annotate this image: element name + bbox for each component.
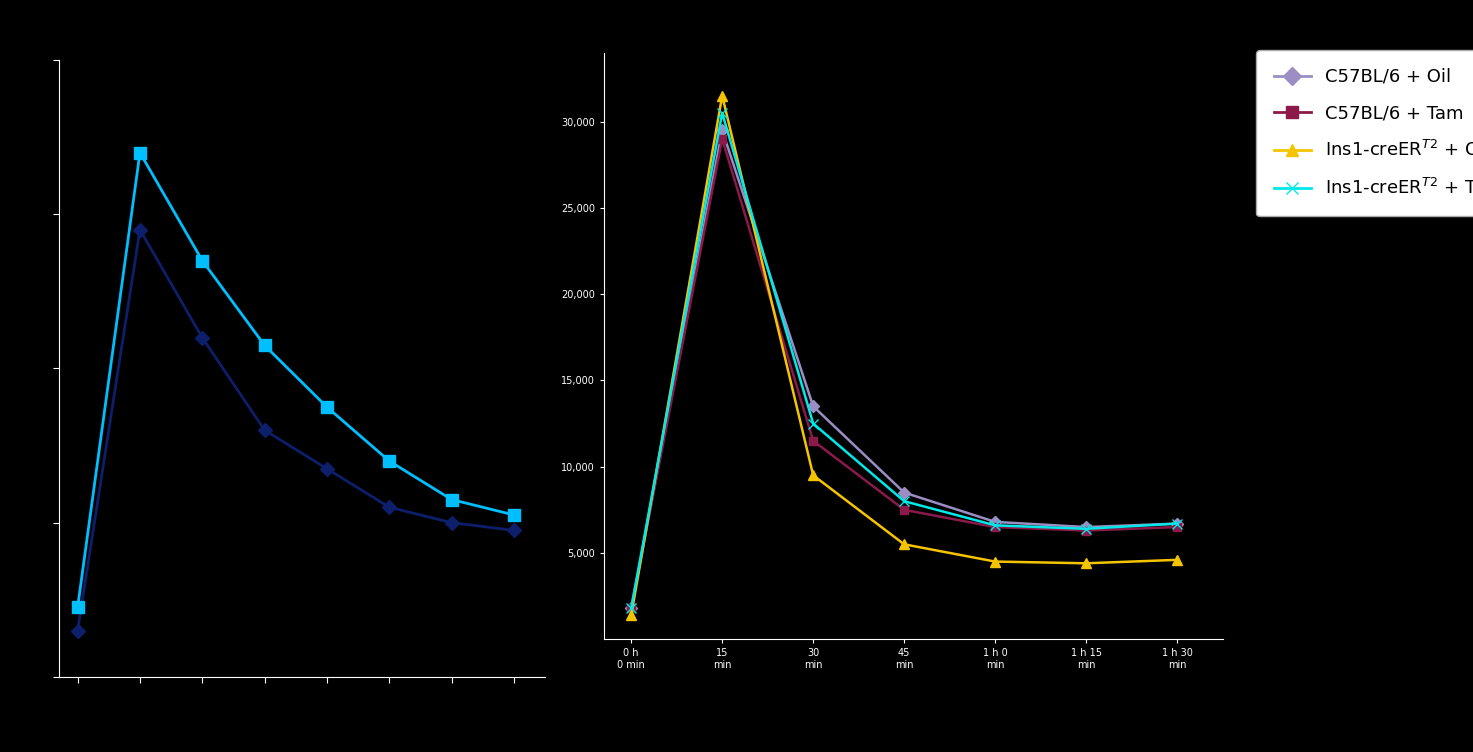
- Legend: C57BL/6 + Oil, C57BL/6 + Tam, Ins1-creER$^{T2}$ + Oil, Ins1-creER$^{T2}$ + Tam: C57BL/6 + Oil, C57BL/6 + Tam, Ins1-creER…: [1256, 50, 1473, 217]
